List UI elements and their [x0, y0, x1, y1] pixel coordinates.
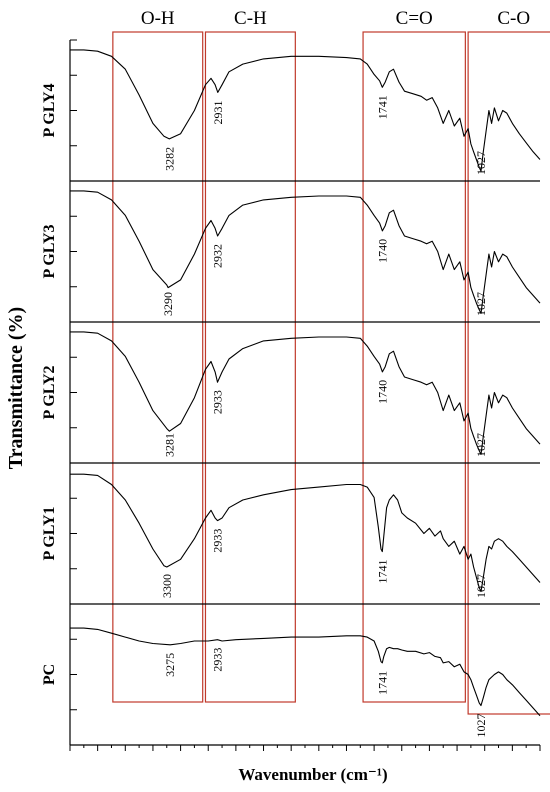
region-label: O-H — [141, 8, 175, 29]
region-box — [467, 31, 550, 715]
x-axis-title: Wavenumber (cm⁻¹) — [238, 765, 387, 784]
peak-label: 1027 — [474, 151, 488, 175]
peak-label: 1741 — [375, 671, 389, 695]
peak-label: 1027 — [474, 574, 488, 598]
series-line-pc — [70, 627, 541, 717]
peak-label: 2933 — [210, 390, 224, 414]
peak-label: 1740 — [375, 380, 389, 404]
peak-label: 1027 — [474, 713, 488, 737]
peak-label: 2933 — [210, 648, 224, 672]
peak-label: 1741 — [375, 560, 389, 584]
region-box — [112, 31, 204, 703]
region-label: C=O — [396, 8, 433, 29]
peak-label: 3300 — [160, 574, 174, 598]
series-line-p-gly3 — [70, 190, 541, 314]
series-label: P GLY3 — [41, 224, 58, 278]
region-label: C-H — [234, 8, 267, 29]
series-label: P GLY4 — [41, 83, 58, 137]
axes — [69, 39, 541, 751]
peak-label: 2932 — [211, 244, 225, 268]
peak-label: 3275 — [163, 653, 177, 677]
y-axis-title: Transmittance (%) — [5, 307, 27, 469]
peak-label: 3281 — [162, 433, 176, 457]
region-box — [362, 31, 466, 703]
peak-label: 1740 — [375, 239, 389, 263]
peak-label: 2933 — [210, 529, 224, 553]
region-label: C-O — [497, 8, 530, 29]
spectra — [70, 49, 541, 717]
series-line-p-gly2 — [70, 331, 541, 455]
peak-label: 2931 — [211, 100, 225, 124]
series-line-p-gly4 — [70, 49, 541, 172]
peak-label: 1741 — [375, 95, 389, 119]
series-label: P GLY1 — [41, 506, 58, 560]
peak-label: 3282 — [162, 147, 176, 171]
series-line-p-gly1 — [70, 473, 541, 593]
region-boxes — [112, 31, 550, 715]
peak-label: 1027 — [474, 292, 488, 316]
region-box — [204, 31, 296, 703]
series-label: PC — [41, 664, 58, 685]
series-label: P GLY2 — [41, 365, 58, 419]
peak-label: 1027 — [474, 433, 488, 457]
annotations: O-H C-H C=O C-O P GLY4 P GLY3 P GLY2 P GLY1 PC 32… — [41, 8, 530, 737]
peak-label: 3290 — [161, 292, 175, 316]
